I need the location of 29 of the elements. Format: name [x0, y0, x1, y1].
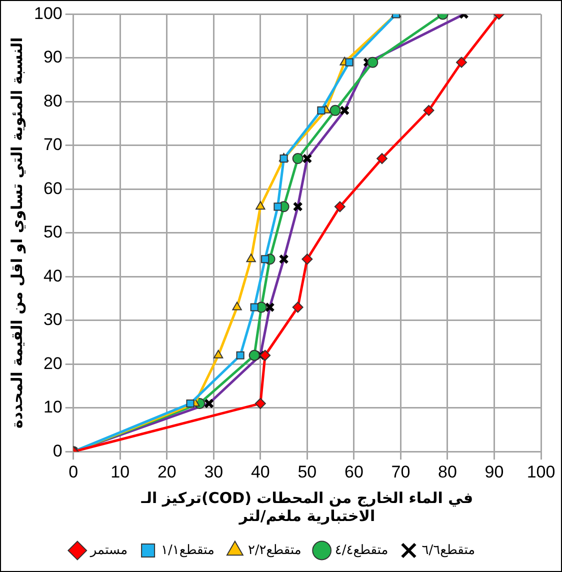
y-axis-title: النسبة المئوية التي تساوي او اقل من القيمة المحددة	[8, 37, 26, 429]
x-axis-title: تركيز الـ(COD) في الماء الخارج من المحطات الاختبارية ملغم/لتر	[140, 488, 474, 525]
y-tick-label: 60	[43, 178, 62, 198]
y-tick-label: 20	[43, 354, 62, 373]
x-tick-label: 10	[110, 462, 130, 482]
y-tick-label: 0	[52, 441, 62, 460]
y-tick-label: 10	[43, 398, 62, 417]
y-tick-label: 50	[43, 222, 62, 242]
legend-label: مستمر	[89, 542, 128, 558]
y-tick-label: 40	[43, 266, 62, 286]
x-tick-label: 80	[438, 462, 457, 482]
legend-label: متقطع٢/٢	[248, 542, 302, 558]
x-tick-label: 100	[526, 462, 556, 482]
legend-label: متقطع٦/٦	[422, 542, 476, 558]
y-tick-label: 70	[43, 135, 62, 154]
legend-label: متقطع٤/٤	[334, 542, 388, 558]
x-tick-label: 90	[484, 462, 504, 482]
x-tick-label: 70	[391, 462, 410, 482]
y-tick-label: 30	[43, 310, 62, 330]
x-tick-label: 50	[298, 462, 317, 482]
y-tick-label: 80	[43, 91, 62, 110]
x-tick-label: 60	[344, 462, 364, 482]
x-tick-label: 40	[250, 462, 270, 482]
y-tick-label: 90	[43, 48, 62, 67]
x-tick-label: 20	[157, 462, 176, 482]
x-tick-label: 30	[204, 462, 224, 482]
y-tick-label: 100	[34, 4, 62, 23]
legend-label: متقطع١/١	[161, 542, 214, 558]
x-tick-label: 0	[68, 462, 78, 482]
